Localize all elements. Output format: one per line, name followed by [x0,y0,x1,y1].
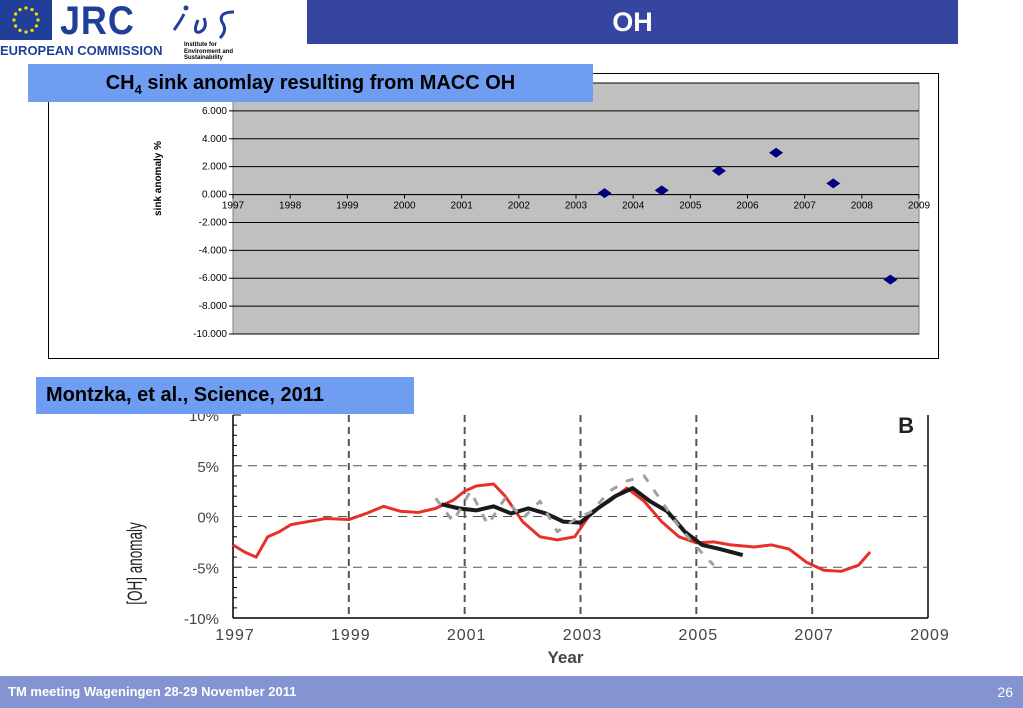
data-point [883,274,898,285]
eu-star-icon [12,18,16,22]
x-tick-label: 2008 [851,201,874,212]
eu-star-icon [18,28,22,32]
x-tick-label: 2004 [622,201,645,212]
y-tick-label: 0.000 [202,190,227,201]
page-title: OH [612,7,653,37]
eu-star-icon [34,12,38,16]
eu-star-icon [30,8,34,12]
logo-area: JRC EUROPEAN COMMISSION ies Institute fo… [0,0,300,62]
x-tick-label: 2005 [679,201,702,212]
x-tick-label: 1997 [215,627,255,644]
x-tick-label: 2005 [679,627,719,644]
ies-subtitle: Institute for Environment and Sustainabi… [184,42,234,61]
european-commission-text: EUROPEAN COMMISSION [0,43,163,58]
x-tick-label: 2001 [451,201,474,212]
x-tick-label: 1998 [279,201,302,212]
ies-logo-icon: ies [172,5,235,40]
x-tick-label: 2001 [447,627,487,644]
eu-star-icon [24,30,28,34]
caption-box-1 [28,64,593,102]
jrc-logo-text: JRC [60,0,135,43]
x-tick-label: 2002 [508,201,531,212]
eu-flag-icon [0,0,52,40]
gray-series-line [434,474,715,567]
x-tick-label: 1997 [222,201,245,212]
data-point [597,188,612,199]
caption-1-subscript: 4 [134,82,142,97]
eu-star-icon [24,6,28,10]
sink-anomaly-chart: 8.0006.0004.0002.0000.000-2.000-4.000-6.… [48,73,939,359]
oh-anomaly-chart: 10% 5% 0% -5% -10% 1997 1999 2001 2003 2005 2007 20… [110,408,970,672]
y-tick-label: 4.000 [202,134,227,145]
x-tick-label: 2003 [563,627,603,644]
y-tick-label: -10.000 [193,329,227,340]
y-tick-label: -2.000 [199,217,228,228]
eu-star-icon [36,18,40,22]
page-number: 26 [997,684,1013,700]
eu-star-icon [18,8,22,12]
oh-anomaly-svg: 10%5%0%-5%-10%1997 1999 2001 2003 2005 2007 20… [123,408,950,667]
footer-text: TM meeting Wageningen 28-29 November 201… [8,684,297,699]
data-point [769,147,784,158]
y-tick-label: -5% [192,560,219,577]
y-axis-label: [OH] anomaly [123,522,147,604]
eu-star-icon [14,24,18,28]
x-tick-label: 2003 [565,201,588,212]
y-axis-label: sink anomaly % [153,141,164,216]
title-bar [307,0,958,44]
data-point [654,185,669,196]
x-tick-label: 2000 [393,201,416,212]
panel-label: B [898,413,914,438]
footer-bar [0,676,1023,708]
x-tick-label: 2009 [908,201,931,212]
x-tick-label: 2009 [910,627,950,644]
data-point [826,178,841,189]
red-series-line [232,482,872,573]
y-tick-label: -4.000 [199,245,228,256]
y-tick-label: 0% [197,510,219,527]
eu-star-icon [34,24,38,28]
eu-star-icon [30,28,34,32]
y-tick-label: 6.000 [202,106,227,117]
x-tick-label: 2007 [794,201,817,212]
eu-star-icon [14,12,18,16]
data-point [711,165,726,176]
x-tick-label: 1999 [331,627,371,644]
x-tick-label: 2007 [794,627,834,644]
x-tick-label: 2006 [736,201,759,212]
caption-1: CH4 sink anomlay resulting from MACC OH [28,70,593,103]
y-tick-label: -10% [184,611,219,628]
plot-area [232,82,920,335]
x-tick-label: 1999 [336,201,359,212]
y-tick-label: -6.000 [199,273,228,284]
caption-box-2 [36,377,414,414]
x-axis-label: Year [548,648,584,667]
caption-1-prefix: CH [105,72,135,94]
y-tick-label: 2.000 [202,162,227,173]
caption-2: Montzka, et al., Science, 2011 [46,384,324,406]
y-tick-label: -8.000 [199,301,228,312]
y-tick-label: 5% [197,459,219,476]
caption-1-suffix: sink anomlay resulting from MACC OH [141,72,516,94]
sink-anomaly-svg: 8.0006.0004.0002.0000.000-2.000-4.000-6.… [153,78,931,340]
black-series-line [441,486,744,558]
